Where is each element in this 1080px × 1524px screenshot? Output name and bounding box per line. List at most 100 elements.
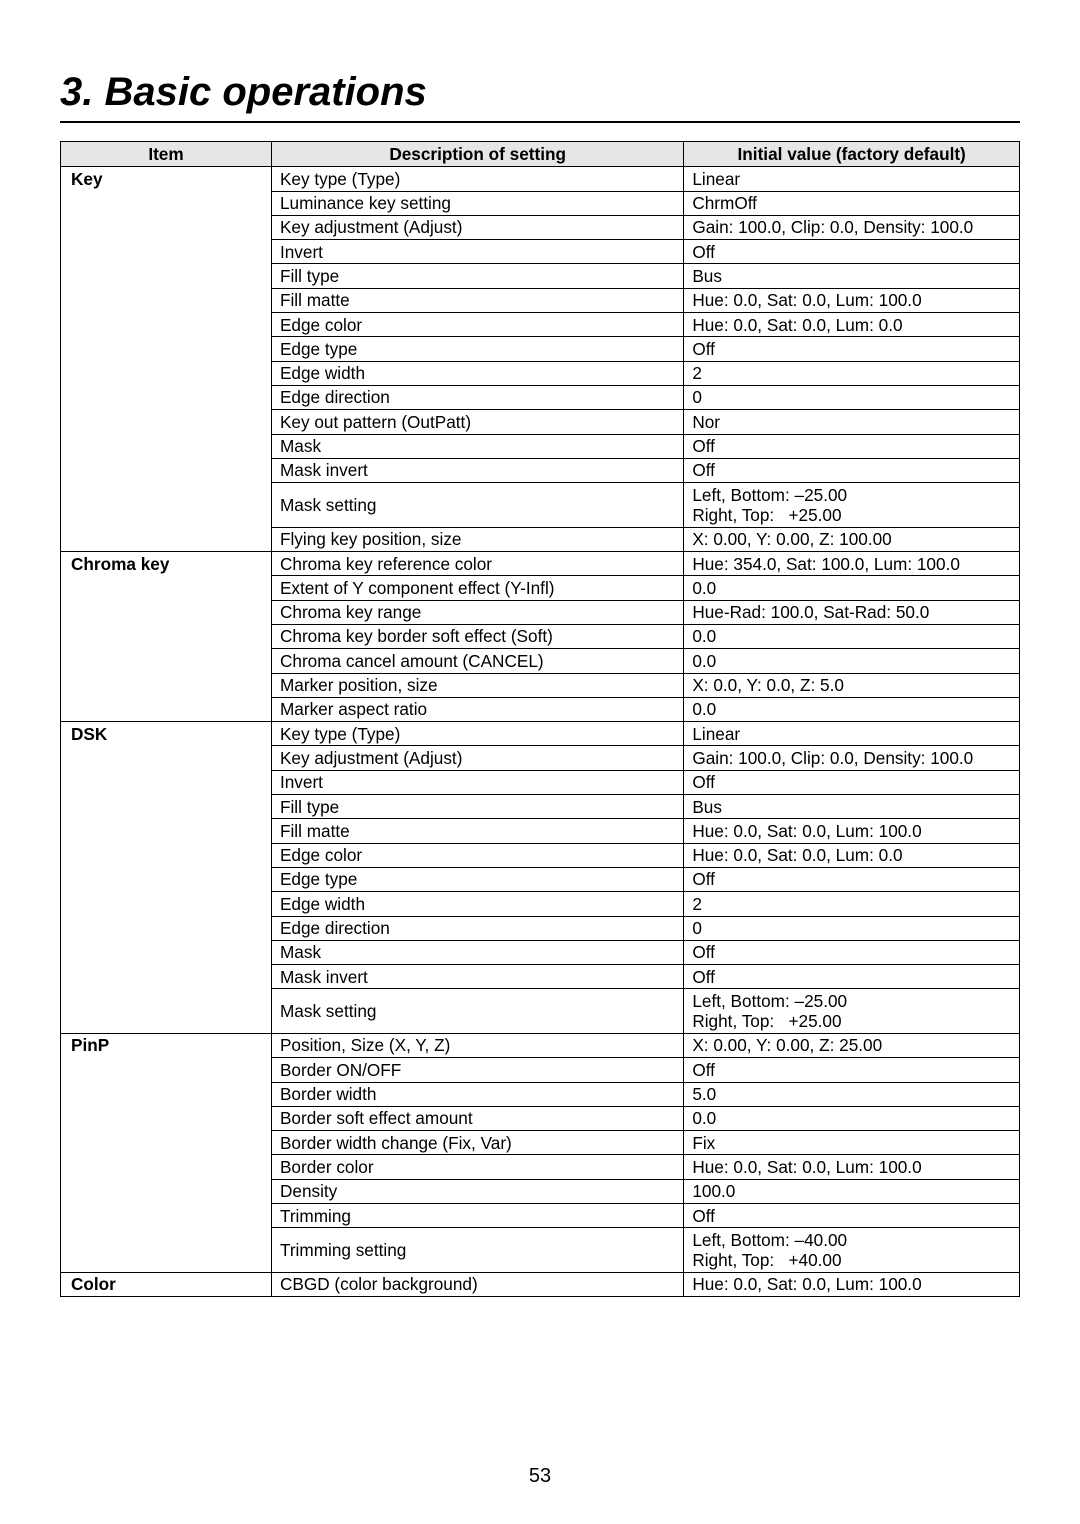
- group-empty: [61, 1131, 272, 1155]
- table-row: DSKKey type (Type)Linear: [61, 722, 1020, 746]
- setting-description: Luminance key setting: [271, 191, 683, 215]
- setting-description: Fill type: [271, 264, 683, 288]
- setting-description: Fill matte: [271, 819, 683, 843]
- group-empty: [61, 191, 272, 215]
- group-empty: [61, 795, 272, 819]
- table-row: Border width change (Fix, Var)Fix: [61, 1131, 1020, 1155]
- setting-value: Off: [684, 965, 1020, 989]
- setting-description: Border width: [271, 1082, 683, 1106]
- table-row: MaskOff: [61, 434, 1020, 458]
- table-row: Key adjustment (Adjust)Gain: 100.0, Clip…: [61, 746, 1020, 770]
- group-empty: [61, 458, 272, 482]
- table-row: Mask invertOff: [61, 458, 1020, 482]
- table-row: ColorCBGD (color background)Hue: 0.0, Sa…: [61, 1272, 1020, 1296]
- group-empty: [61, 215, 272, 239]
- table-row: Border ON/OFFOff: [61, 1058, 1020, 1082]
- table-row: TrimmingOff: [61, 1204, 1020, 1228]
- setting-value: X: 0.00, Y: 0.00, Z: 25.00: [684, 1033, 1020, 1057]
- setting-description: Edge width: [271, 892, 683, 916]
- setting-description: Border color: [271, 1155, 683, 1179]
- setting-value: 0: [684, 385, 1020, 409]
- group-label: PinP: [61, 1033, 272, 1057]
- table-row: Mask invertOff: [61, 965, 1020, 989]
- setting-description: Mask: [271, 434, 683, 458]
- table-row: Fill matteHue: 0.0, Sat: 0.0, Lum: 100.0: [61, 288, 1020, 312]
- group-empty: [61, 313, 272, 337]
- setting-value: Hue: 0.0, Sat: 0.0, Lum: 100.0: [684, 1155, 1020, 1179]
- group-empty: [61, 649, 272, 673]
- table-row: Edge typeOff: [61, 867, 1020, 891]
- setting-value: X: 0.0, Y: 0.0, Z: 5.0: [684, 673, 1020, 697]
- setting-value: 0.0: [684, 624, 1020, 648]
- group-label: Key: [61, 167, 272, 191]
- setting-description: Mask setting: [271, 989, 683, 1034]
- setting-value: Left, Bottom: –40.00 Right, Top: +40.00: [684, 1228, 1020, 1273]
- table-row: Edge colorHue: 0.0, Sat: 0.0, Lum: 0.0: [61, 843, 1020, 867]
- table-row: Fill matteHue: 0.0, Sat: 0.0, Lum: 100.0: [61, 819, 1020, 843]
- setting-description: Chroma cancel amount (CANCEL): [271, 649, 683, 673]
- table-row: Fill typeBus: [61, 795, 1020, 819]
- col-header-val: Initial value (factory default): [684, 142, 1020, 167]
- setting-value: 0.0: [684, 1106, 1020, 1130]
- group-empty: [61, 1058, 272, 1082]
- setting-description: Marker aspect ratio: [271, 697, 683, 721]
- setting-description: Mask invert: [271, 458, 683, 482]
- table-row: Edge direction0: [61, 385, 1020, 409]
- setting-description: Position, Size (X, Y, Z): [271, 1033, 683, 1057]
- setting-description: Trimming: [271, 1204, 683, 1228]
- table-row: Edge direction0: [61, 916, 1020, 940]
- table-row: Key out pattern (OutPatt)Nor: [61, 410, 1020, 434]
- setting-description: Edge type: [271, 337, 683, 361]
- setting-description: Density: [271, 1179, 683, 1203]
- group-empty: [61, 624, 272, 648]
- table-row: MaskOff: [61, 940, 1020, 964]
- table-row: Mask settingLeft, Bottom: –25.00 Right, …: [61, 989, 1020, 1034]
- setting-value: 2: [684, 892, 1020, 916]
- setting-value: Nor: [684, 410, 1020, 434]
- setting-value: Linear: [684, 167, 1020, 191]
- group-empty: [61, 916, 272, 940]
- setting-value: Hue: 0.0, Sat: 0.0, Lum: 100.0: [684, 288, 1020, 312]
- group-empty: [61, 240, 272, 264]
- table-row: PinPPosition, Size (X, Y, Z)X: 0.00, Y: …: [61, 1033, 1020, 1057]
- setting-description: Key type (Type): [271, 722, 683, 746]
- table-row: Border colorHue: 0.0, Sat: 0.0, Lum: 100…: [61, 1155, 1020, 1179]
- group-empty: [61, 361, 272, 385]
- setting-value: 100.0: [684, 1179, 1020, 1203]
- group-empty: [61, 600, 272, 624]
- table-row: Mask settingLeft, Bottom: –25.00 Right, …: [61, 483, 1020, 528]
- setting-value: 0.0: [684, 697, 1020, 721]
- setting-description: Edge color: [271, 843, 683, 867]
- table-row: Extent of Y component effect (Y-Infl)0.0: [61, 576, 1020, 600]
- setting-value: Off: [684, 434, 1020, 458]
- setting-description: Edge direction: [271, 385, 683, 409]
- table-row: Edge width2: [61, 361, 1020, 385]
- group-empty: [61, 940, 272, 964]
- table-row: Trimming settingLeft, Bottom: –40.00 Rig…: [61, 1228, 1020, 1273]
- setting-description: Marker position, size: [271, 673, 683, 697]
- group-empty: [61, 746, 272, 770]
- setting-description: Extent of Y component effect (Y-Infl): [271, 576, 683, 600]
- group-empty: [61, 867, 272, 891]
- setting-value: Hue: 0.0, Sat: 0.0, Lum: 0.0: [684, 843, 1020, 867]
- setting-value: 5.0: [684, 1082, 1020, 1106]
- group-empty: [61, 1204, 272, 1228]
- table-row: Chroma keyChroma key reference colorHue:…: [61, 552, 1020, 576]
- setting-value: Bus: [684, 264, 1020, 288]
- table-row: Marker position, sizeX: 0.0, Y: 0.0, Z: …: [61, 673, 1020, 697]
- setting-value: Hue: 354.0, Sat: 100.0, Lum: 100.0: [684, 552, 1020, 576]
- setting-value: Off: [684, 770, 1020, 794]
- setting-description: Border soft effect amount: [271, 1106, 683, 1130]
- group-empty: [61, 385, 272, 409]
- setting-description: Key adjustment (Adjust): [271, 746, 683, 770]
- setting-description: Chroma key border soft effect (Soft): [271, 624, 683, 648]
- table-row: InvertOff: [61, 770, 1020, 794]
- setting-value: Hue: 0.0, Sat: 0.0, Lum: 100.0: [684, 819, 1020, 843]
- group-empty: [61, 1179, 272, 1203]
- setting-value: Linear: [684, 722, 1020, 746]
- setting-description: Trimming setting: [271, 1228, 683, 1273]
- group-empty: [61, 1155, 272, 1179]
- setting-description: Edge color: [271, 313, 683, 337]
- table-row: Edge typeOff: [61, 337, 1020, 361]
- setting-description: Edge type: [271, 867, 683, 891]
